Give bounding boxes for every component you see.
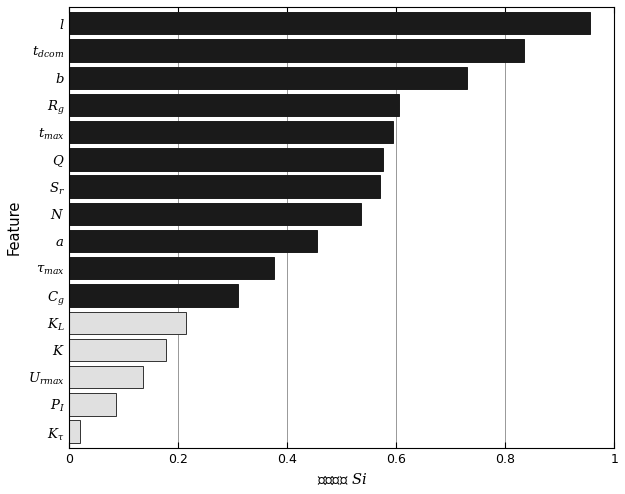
Bar: [69, 339, 166, 361]
Bar: [69, 148, 382, 170]
Bar: [69, 203, 361, 225]
Bar: [69, 67, 467, 89]
Bar: [69, 12, 589, 35]
Bar: [69, 312, 186, 334]
Bar: [69, 94, 399, 116]
Bar: [69, 393, 116, 415]
Bar: [69, 285, 238, 307]
Bar: [69, 175, 380, 198]
Bar: [69, 366, 143, 388]
Bar: [69, 420, 80, 443]
Bar: [69, 121, 394, 143]
X-axis label: 综合得分 $Si$: 综合得分 $Si$: [317, 471, 367, 487]
Y-axis label: Feature: Feature: [7, 200, 22, 255]
Bar: [69, 257, 274, 280]
Bar: [69, 40, 524, 62]
Bar: [69, 230, 318, 252]
